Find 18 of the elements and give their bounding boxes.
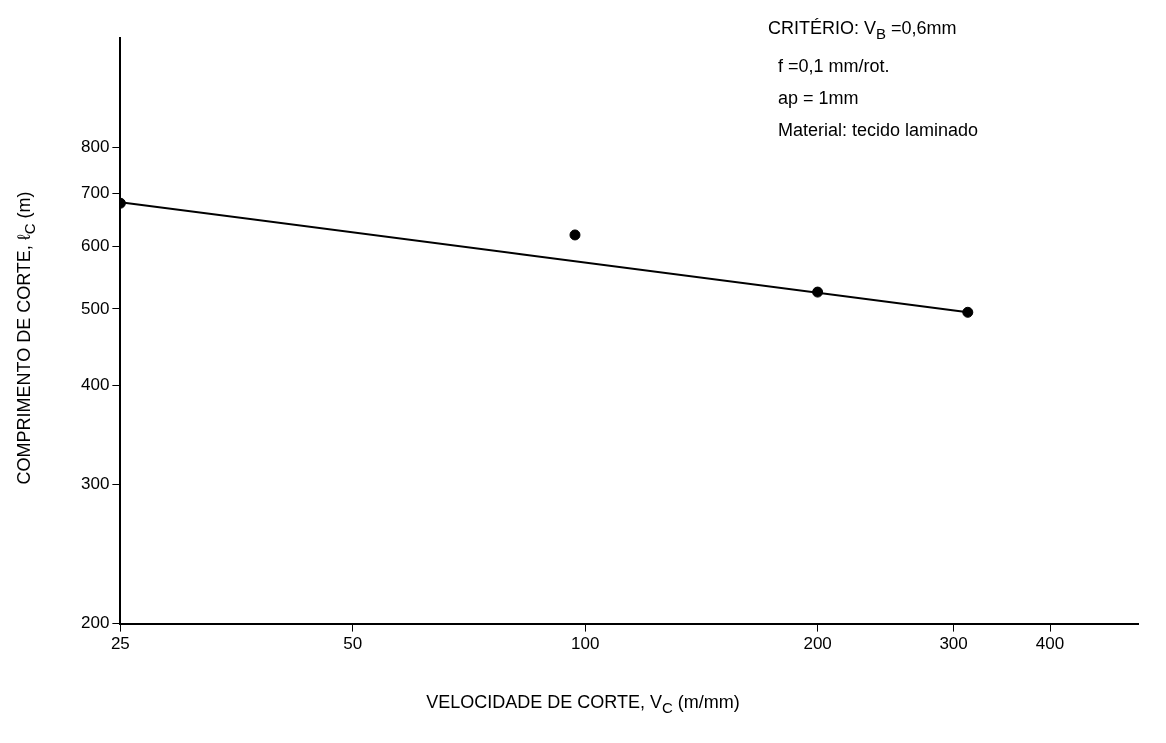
y-tick-label: 800 <box>80 137 110 157</box>
y-tick-label: 600 <box>80 235 110 255</box>
x-tick-label: 25 <box>110 634 130 654</box>
x-tick-label: 200 <box>803 634 832 654</box>
x-tick-label: 400 <box>1035 634 1065 654</box>
x-tick-label: 100 <box>571 634 600 654</box>
annotation: ap = 1mm <box>777 86 860 110</box>
x-axis-title: VELOCIDADE DE CORTE, V$_{C}$ (m/mm) <box>425 692 741 716</box>
y-tick-label: 200 <box>80 613 110 633</box>
x-tick-label: 50 <box>343 634 363 654</box>
y-tick-label: 700 <box>80 182 110 202</box>
annotation: f =0,1 mm/rot. <box>777 54 891 78</box>
annotation: CRITÉRIO: V$_{B}$ =0,6mm <box>768 17 958 44</box>
y-tick-label: 300 <box>80 474 110 494</box>
x-tick-label: 300 <box>939 634 968 654</box>
y-tick-label: 500 <box>80 298 110 318</box>
y-tick-label: 400 <box>80 375 110 395</box>
annotation: Material: tecido laminado <box>777 118 979 142</box>
